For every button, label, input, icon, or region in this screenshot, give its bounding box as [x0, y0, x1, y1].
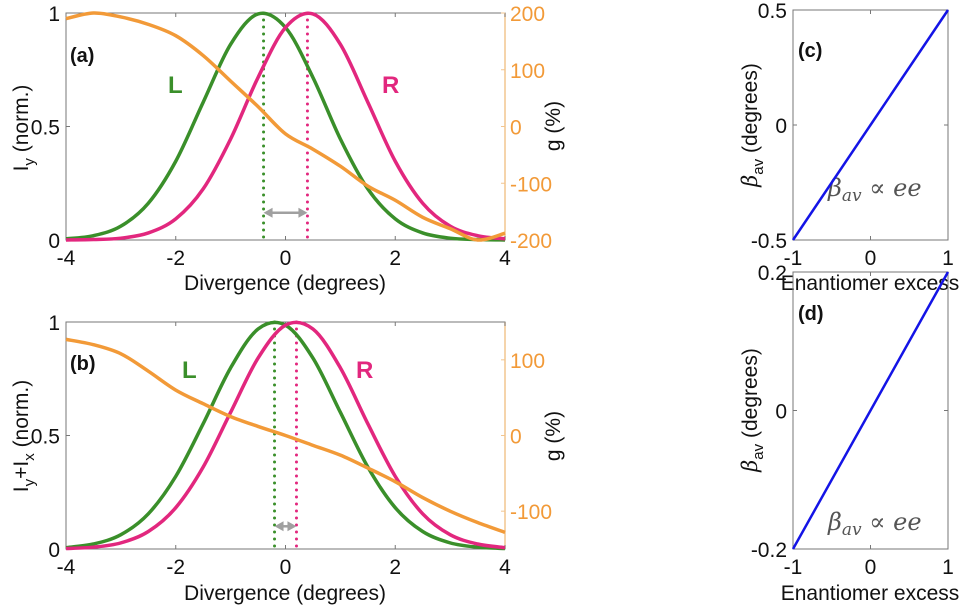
arrow-head-left — [263, 207, 273, 218]
y-axis-label-a: Iy (norm.) — [10, 85, 38, 172]
right-y-tick-label: -100 — [510, 501, 552, 524]
x-tick-label: 0 — [865, 556, 877, 579]
panel-label-b: (b) — [70, 353, 96, 375]
x-axis-label-a: Divergence (degrees) — [184, 272, 386, 295]
g-curve — [65, 11, 506, 242]
panel-label-a: (a) — [70, 45, 94, 67]
right-y-tick-label: -200 — [510, 230, 552, 253]
g-curve — [65, 337, 506, 535]
y-axis-label-b: Iy+Ix (norm.) — [10, 380, 38, 492]
annotation-d: βav ∝ ee — [827, 508, 922, 540]
right-axis-label-a: g (%) — [542, 101, 565, 151]
series-label-L: L — [168, 72, 183, 99]
y-tick-label: 0 — [775, 115, 787, 138]
chart-c: -1 0 1 -0.5 0 0.5 — [751, 0, 954, 270]
curve-R — [65, 320, 506, 551]
x-tick-label: 1 — [942, 556, 954, 579]
x-axis-label-c: Enantiomer excess — [781, 272, 960, 295]
y-axis-label-c: βav (degrees) — [738, 63, 767, 188]
series-label-R: R — [382, 72, 399, 99]
x-tick-label: 2 — [389, 556, 401, 579]
x-tick-label: -2 — [166, 247, 185, 270]
y-tick-label: -0.2 — [751, 539, 787, 562]
right-y-tick-label: 100 — [510, 350, 545, 373]
right-y-tick-label: 200 — [510, 3, 545, 26]
x-tick-label: -2 — [166, 556, 185, 579]
x-tick-label: -4 — [57, 247, 76, 270]
y-tick-label: 0 — [775, 401, 787, 424]
y-tick-label: 0.2 — [758, 262, 787, 285]
series-label-R: R — [356, 357, 373, 384]
x-tick-label: -4 — [57, 556, 76, 579]
series-label-L: L — [182, 357, 197, 384]
arrow-head-right — [287, 521, 297, 532]
chart-d: -1 0 1 -0.2 0 0.2 — [751, 262, 954, 579]
x-axis-label-b: Divergence (degrees) — [184, 582, 386, 605]
y-axis-label-d: βav (degrees) — [738, 348, 767, 473]
right-y-tick-label: 0 — [510, 426, 522, 449]
panel-d: (d) βav ∝ ee Enantiomer excess βav (degr… — [738, 303, 959, 605]
panel-c: (c) βav ∝ ee Enantiomer excess βav (degr… — [738, 40, 959, 295]
y-tick-label: 0.5 — [31, 117, 60, 140]
x-axis-label-d: Enantiomer excess — [781, 582, 960, 605]
x-tick-label: 4 — [499, 247, 511, 270]
panel-a: (a) L R Divergence (degrees) Iy (norm.) … — [10, 45, 565, 295]
curve-R — [65, 11, 506, 242]
y-tick-label: 1 — [48, 312, 60, 335]
x-tick-label: 0 — [280, 556, 292, 579]
chart-a: -4 -2 0 2 4 0 0.5 1 -200 -100 0 100 200 — [31, 3, 552, 270]
x-tick-label: -1 — [784, 247, 803, 270]
panel-label-c: (c) — [798, 40, 822, 62]
beta-line — [791, 271, 950, 550]
y-tick-label: 0 — [48, 230, 60, 253]
arrow-head-left — [274, 521, 284, 532]
right-y-tick-label: -100 — [510, 173, 552, 196]
y-tick-label: -0.5 — [751, 230, 787, 253]
right-axis-label-b: g (%) — [542, 411, 565, 461]
x-tick-label: 4 — [499, 556, 511, 579]
beta-line — [791, 9, 950, 241]
arrow-head-right — [298, 207, 308, 218]
panel-label-d: (d) — [798, 303, 824, 325]
x-tick-label: 0 — [280, 247, 292, 270]
chart-b: -4 -2 0 2 4 0 0.5 1 -100 0 100 — [31, 312, 552, 579]
x-tick-label: 0 — [865, 247, 877, 270]
panel-b: (b) L R Divergence (degrees) Iy+Ix (norm… — [10, 353, 565, 605]
x-tick-label: -1 — [784, 556, 803, 579]
x-tick-label: 2 — [389, 247, 401, 270]
y-tick-label: 0.5 — [758, 0, 787, 23]
y-tick-label: 0.5 — [31, 426, 60, 449]
y-tick-label: 0 — [48, 539, 60, 562]
x-tick-label: 1 — [942, 247, 954, 270]
curve-L — [65, 11, 506, 242]
plot-frame — [65, 12, 506, 241]
right-y-tick-label: 100 — [510, 60, 545, 83]
right-y-tick-label: 0 — [510, 117, 522, 140]
annotation-c: βav ∝ ee — [827, 174, 922, 206]
y-tick-label: 1 — [48, 3, 60, 26]
